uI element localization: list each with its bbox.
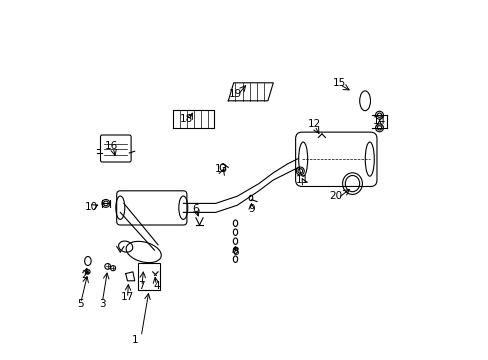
Text: 5: 5 <box>77 299 84 309</box>
Text: 8: 8 <box>232 247 238 257</box>
Text: 7: 7 <box>138 281 145 291</box>
Bar <box>138 263 160 290</box>
Text: 15: 15 <box>333 78 346 88</box>
Text: 4: 4 <box>153 281 159 291</box>
Text: 3: 3 <box>99 299 105 309</box>
Text: 6: 6 <box>192 204 199 214</box>
Text: 11: 11 <box>295 175 308 185</box>
Text: 2: 2 <box>81 270 87 280</box>
Text: 13: 13 <box>214 164 227 174</box>
Text: 18: 18 <box>180 114 193 124</box>
Text: 17: 17 <box>121 292 134 302</box>
Text: 14: 14 <box>372 116 386 126</box>
Text: 19: 19 <box>228 89 242 99</box>
Text: 20: 20 <box>329 191 342 201</box>
Text: 16: 16 <box>104 141 118 151</box>
Text: 1: 1 <box>131 335 138 345</box>
Text: 9: 9 <box>248 204 254 214</box>
Text: 12: 12 <box>307 119 321 129</box>
Text: 10: 10 <box>85 202 98 212</box>
